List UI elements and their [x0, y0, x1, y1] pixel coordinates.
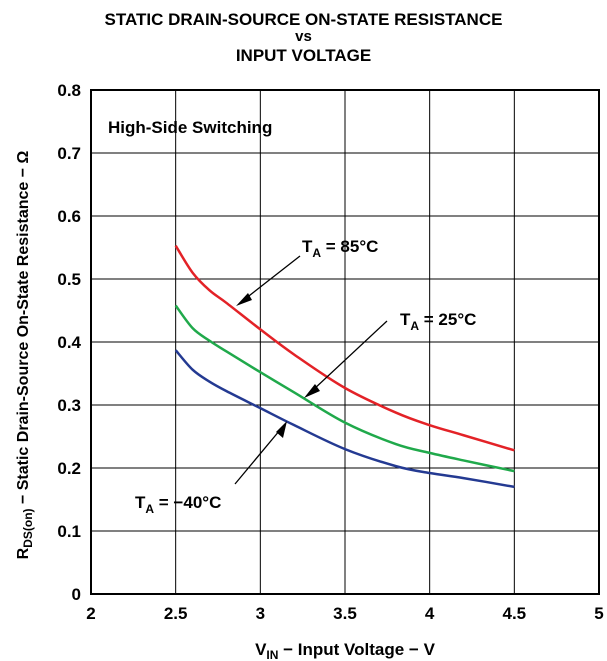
plot-frame [90, 89, 600, 595]
series-line-2 [174, 349, 515, 489]
y-tick-label: 0 [72, 585, 81, 604]
x-tick-label: 5 [594, 604, 603, 623]
series-label-25c: TA = 25°C [400, 310, 476, 333]
x-tick-labels: 2 2.5 3 3.5 4 4.5 5 [86, 604, 603, 623]
x-tick-label: 3.5 [333, 604, 357, 623]
series-label-85c: TA = 85°C [302, 237, 378, 260]
chart-annotation: High-Side Switching [108, 118, 272, 137]
x-tick-label: 4.5 [503, 604, 527, 623]
arrow-25c [304, 320, 388, 398]
x-axis-label: VIN − Input Voltage − V [255, 640, 435, 661]
y-axis-label: RDS(on) − Static Drain-Source On-State R… [15, 150, 35, 559]
grid [90, 89, 600, 595]
series-line-0 [174, 244, 515, 452]
y-tick-label: 0.4 [57, 333, 81, 352]
chart-title-line-3: INPUT VOLTAGE [235, 46, 372, 65]
arrow-85c [236, 255, 301, 306]
y-tick-label: 0.5 [57, 270, 81, 289]
y-tick-labels: 0 0.1 0.2 0.3 0.4 0.5 0.6 0.7 0.8 [57, 81, 81, 604]
y-tick-label: 0.3 [57, 396, 81, 415]
x-tick-label: 2 [86, 604, 95, 623]
chart-title-line-2: vs [295, 28, 312, 45]
y-tick-label: 0.2 [57, 459, 81, 478]
x-tick-label: 2.5 [164, 604, 188, 623]
chart-title-line-1: STATIC DRAIN-SOURCE ON-STATE RESISTANCE [104, 10, 503, 29]
series-group [174, 244, 515, 489]
series-label-minus40c: TA = −40°C [135, 493, 221, 516]
y-tick-label: 0.6 [57, 207, 81, 226]
arrow-minus40c [234, 421, 287, 485]
x-tick-label: 3 [256, 604, 265, 623]
y-tick-label: 0.8 [57, 81, 81, 100]
x-tick-label: 4 [425, 604, 435, 623]
series-line-1 [174, 304, 515, 473]
y-tick-label: 0.7 [57, 144, 81, 163]
y-tick-label: 0.1 [57, 522, 81, 541]
